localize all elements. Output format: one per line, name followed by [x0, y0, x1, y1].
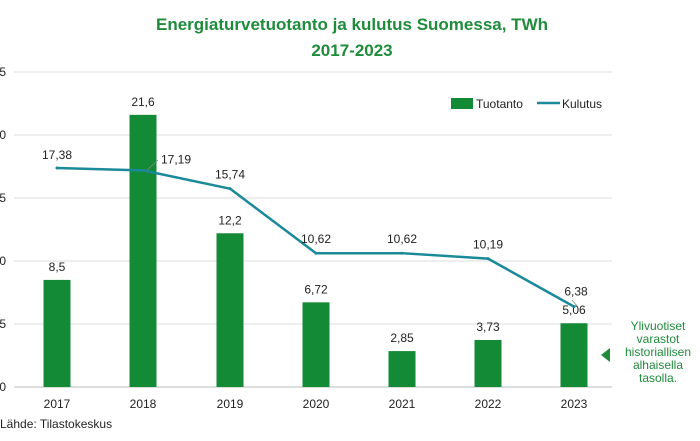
- line-value-label: 15,74: [215, 168, 245, 182]
- source-note: Lähde: Tilastokeskus: [0, 417, 112, 431]
- bar-2022: [474, 340, 502, 387]
- line-point: [228, 187, 232, 191]
- x-tick-label: 2022: [475, 397, 502, 411]
- y-tick-label: 5: [0, 317, 6, 331]
- line-value-label: 10,62: [387, 232, 417, 246]
- line-point: [55, 166, 59, 170]
- annotation-line: Ylivuotiset: [631, 319, 686, 333]
- bar-2017: [43, 279, 71, 387]
- line-value-label: 6,38: [564, 285, 588, 299]
- legend-label-tuotanto: Tuotanto: [476, 97, 523, 111]
- callout-2018: [146, 159, 159, 171]
- chart-title-line2: 2017-2023: [311, 41, 392, 60]
- x-tick-label: 2020: [303, 397, 330, 411]
- bar-value-label: 2,85: [390, 331, 414, 345]
- y-tick-label: 10: [0, 254, 6, 268]
- x-tick-label: 2017: [44, 397, 71, 411]
- line-value-label: 10,19: [473, 238, 503, 252]
- annotation-arrow-icon: [601, 348, 610, 362]
- line-series: 17,38 17,19 15,74 10,62 10,62 10,19 6,38: [42, 148, 588, 309]
- bar-value-label: 6,72: [304, 282, 328, 296]
- annotation-line: tasolla.: [639, 371, 677, 385]
- annotation-line: historiallisen: [625, 345, 691, 359]
- annotation-line: varastot: [637, 332, 680, 346]
- line-value-label: 17,19: [161, 152, 191, 166]
- x-tick-label: 2021: [389, 397, 416, 411]
- bar-value-label: 5,06: [562, 303, 586, 317]
- annotation-line: alhaisella: [633, 358, 683, 372]
- y-tick-label: 0: [0, 380, 6, 394]
- annotation: Ylivuotiset varastot historiallisen alhaise…: [601, 319, 691, 385]
- y-tick-label: 20: [0, 128, 6, 142]
- x-tick-label: 2018: [130, 397, 157, 411]
- x-tick-label: 2023: [561, 397, 588, 411]
- legend-label-kulutus: Kulutus: [562, 97, 602, 111]
- legend-swatch-tuotanto: [451, 98, 473, 109]
- line-value-label: 10,62: [301, 232, 331, 246]
- callout-2023: [571, 299, 579, 308]
- bar-2023: [560, 323, 588, 387]
- bar-2019: [216, 233, 244, 387]
- line-point: [314, 251, 318, 255]
- line-point: [572, 305, 576, 309]
- annotation-text: Ylivuotiset varastot historiallisen alhaise…: [625, 319, 691, 385]
- line-point: [141, 168, 145, 172]
- bar-value-label: 21,6: [131, 95, 155, 109]
- gridlines: [14, 71, 612, 388]
- bar-2018: [129, 114, 157, 387]
- x-axis: 2017 2018 2019 2020 2021 2022 2023: [44, 397, 588, 411]
- y-tick-label: 15: [0, 191, 6, 205]
- bar-2020: [302, 302, 330, 387]
- chart-title-line1: Energiaturvetuotanto ja kulutus Suomessa…: [156, 15, 548, 34]
- line-point: [400, 251, 404, 255]
- line-value-label: 17,38: [42, 148, 72, 162]
- bar-value-label: 3,73: [476, 320, 500, 334]
- bar-value-label: 12,2: [218, 213, 242, 227]
- legend: Tuotanto Kulutus: [451, 97, 602, 111]
- line-point: [486, 257, 490, 261]
- bar-2021: [388, 351, 416, 387]
- y-axis: 0 5 10 15 20 25: [0, 65, 6, 394]
- y-tick-label: 25: [0, 65, 6, 79]
- bars: 8,5 21,6 12,2 6,72 2,85 3,73 5,06: [43, 95, 588, 387]
- bar-value-label: 8,5: [49, 260, 66, 274]
- x-tick-label: 2019: [217, 397, 244, 411]
